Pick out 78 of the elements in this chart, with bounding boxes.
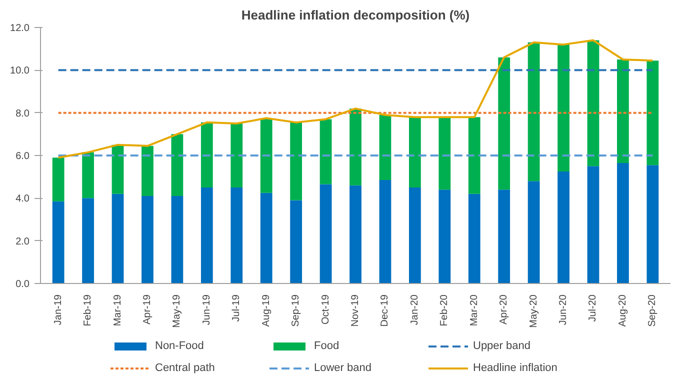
bar: [498, 190, 510, 284]
legend-label: Central path: [155, 362, 216, 374]
x-tick-label: Sep-19: [290, 294, 302, 327]
x-tick-label: Apr-20: [498, 294, 510, 325]
bar: [171, 134, 184, 196]
bar: [587, 40, 600, 166]
bar: [82, 198, 94, 284]
bar: [468, 194, 480, 284]
bar: [290, 122, 302, 200]
x-tick-label: Jul-19: [231, 294, 242, 322]
x-tick-label: Jan-20: [409, 294, 420, 326]
bar: [617, 162, 629, 284]
x-tick-label: Dec-19: [380, 294, 391, 327]
bar: [408, 117, 421, 188]
bar: [52, 158, 64, 202]
y-tick-label: 6.0: [16, 151, 30, 162]
x-tick-label: Oct-19: [320, 294, 332, 325]
bar: [82, 152, 94, 198]
bar: [558, 172, 570, 284]
chart-title: Headline inflation decomposition (%): [241, 8, 470, 22]
bar: [646, 165, 659, 284]
bar: [260, 192, 272, 284]
x-tick-label: Mar-20: [468, 294, 480, 326]
legend-label: Food: [314, 340, 340, 352]
bar: [200, 122, 213, 188]
x-tick-label: Apr-19: [142, 294, 153, 325]
bar: [379, 114, 392, 180]
legend-label: Headline inflation: [473, 362, 558, 374]
bar: [200, 188, 213, 284]
y-tick-label: 10.0: [10, 66, 30, 77]
bar: [350, 108, 362, 186]
legend-label: Non-Food: [155, 340, 205, 352]
bar: [379, 180, 392, 284]
bar: [498, 57, 510, 190]
legend-label: Lower band: [314, 362, 372, 374]
x-tick-label: Aug-20: [617, 294, 628, 327]
y-tick-label: 12.0: [10, 23, 30, 34]
x-tick-label: May-19: [172, 294, 183, 328]
x-tick-label: Feb-19: [82, 294, 94, 326]
bar: [142, 196, 154, 284]
bar: [646, 60, 659, 166]
bar: [617, 60, 629, 163]
bar: [230, 124, 243, 188]
bar: [528, 42, 540, 182]
bar: [112, 194, 124, 284]
bar: [52, 201, 64, 284]
x-tick-label: Sep-20: [647, 294, 658, 327]
bar: [230, 188, 243, 284]
bar: [171, 196, 184, 284]
bar: [438, 117, 451, 190]
x-tick-label: Mar-19: [112, 294, 124, 326]
x-tick-label: Jan-19: [52, 294, 64, 326]
x-tick-label: Jun-19: [201, 294, 212, 326]
bar: [438, 190, 451, 284]
y-tick-label: 0.0: [16, 279, 30, 290]
y-tick-label: 4.0: [16, 194, 30, 205]
bar: [587, 166, 600, 284]
bar: [408, 188, 421, 284]
bar: [468, 117, 480, 194]
bar: [260, 118, 272, 193]
legend-label: Upper band: [473, 340, 532, 352]
bar: [320, 119, 332, 184]
bar: [290, 200, 302, 284]
bar: [558, 44, 570, 172]
line-series: [57, 39, 654, 159]
bar: [350, 185, 362, 284]
x-tick-label: May-20: [528, 294, 540, 328]
bar: [112, 144, 124, 194]
x-tick-label: Jun-20: [558, 294, 570, 326]
bar: [528, 181, 540, 284]
bar: [320, 184, 332, 284]
bar: [142, 146, 154, 196]
y-tick-label: 2.0: [16, 236, 30, 248]
x-tick-label: Aug-19: [260, 294, 272, 327]
y-tick-label: 8.0: [16, 108, 30, 120]
x-tick-label: Nov-19: [350, 294, 361, 327]
x-tick-label: Jul-20: [588, 294, 599, 322]
x-tick-label: Feb-20: [439, 294, 450, 326]
